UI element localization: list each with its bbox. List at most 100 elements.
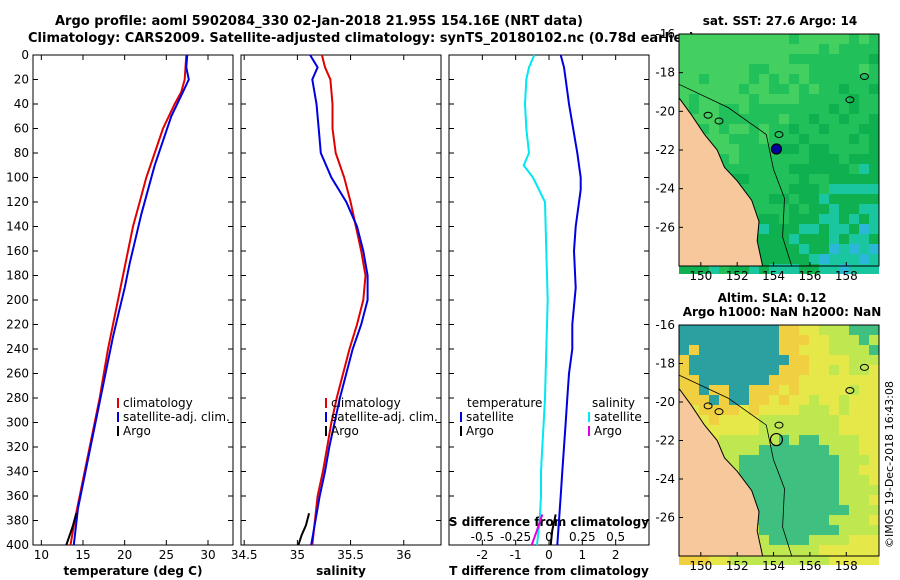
p-sla-cell bbox=[719, 395, 729, 405]
p-sla-cell bbox=[799, 445, 809, 455]
p-sla-cell bbox=[749, 425, 759, 435]
diff-xtick-label: -2 bbox=[476, 548, 488, 562]
p-sst-cell bbox=[799, 194, 809, 204]
p-sla-cell bbox=[799, 545, 809, 555]
p-sst-cell bbox=[689, 64, 699, 74]
p-sla-cell bbox=[759, 335, 769, 345]
p-sst-cell bbox=[829, 64, 839, 74]
p-sst-cell bbox=[729, 54, 739, 64]
p-sla-cell bbox=[729, 335, 739, 345]
p-sst-cell bbox=[859, 134, 869, 144]
p-sla-cell bbox=[789, 355, 799, 365]
depth-tick-label: 140 bbox=[6, 220, 29, 234]
p-sla-cell bbox=[829, 555, 839, 565]
p-sla-cell bbox=[809, 405, 819, 415]
p-sla-cell bbox=[859, 335, 869, 345]
p-sst-cell bbox=[679, 264, 689, 274]
p-sla-cell bbox=[749, 555, 759, 565]
p-sst-xtick-label: 152 bbox=[726, 269, 749, 283]
p-sla-cell bbox=[849, 545, 859, 555]
p-sst-cell bbox=[839, 264, 849, 274]
p-sla-cell bbox=[819, 465, 829, 475]
p-sla-cell bbox=[809, 335, 819, 345]
p-sla-cell bbox=[709, 415, 719, 425]
p-sla-cell bbox=[779, 325, 789, 335]
p-sla-cell bbox=[699, 405, 709, 415]
p-sst-cell bbox=[799, 34, 809, 44]
p-sla-cell bbox=[689, 335, 699, 345]
p-sla-cell bbox=[769, 525, 779, 535]
p-sla-cell bbox=[759, 355, 769, 365]
p-sla-cell bbox=[739, 425, 749, 435]
p-sst-cell bbox=[809, 164, 819, 174]
p-sla-cell bbox=[779, 355, 789, 365]
p-sst-cell bbox=[809, 74, 819, 84]
p-sst-cell bbox=[819, 224, 829, 234]
p-sal-series-climatology bbox=[311, 54, 367, 546]
p-sla-cell bbox=[859, 415, 869, 425]
p-sla-cell bbox=[859, 375, 869, 385]
p-sla-cell bbox=[729, 555, 739, 565]
p-sla-cell bbox=[849, 535, 859, 545]
p-sla-cell bbox=[769, 465, 779, 475]
p-sst-cell bbox=[719, 54, 729, 64]
p-sla-cell bbox=[799, 455, 809, 465]
p-sla-cell bbox=[799, 475, 809, 485]
p-sst-cell bbox=[849, 164, 859, 174]
p-sst-cell bbox=[789, 254, 799, 264]
p-sla-cell bbox=[809, 465, 819, 475]
p-sla-cell bbox=[759, 515, 769, 525]
p-sst-cell bbox=[739, 124, 749, 134]
p-sst-cell bbox=[749, 194, 759, 204]
p-sst-cell bbox=[859, 104, 869, 114]
p-sla-cell bbox=[849, 445, 859, 455]
p-sst-cell bbox=[829, 164, 839, 174]
p-sla-cell bbox=[739, 345, 749, 355]
p-sst-cell bbox=[869, 64, 879, 74]
p-sla-cell bbox=[799, 485, 809, 495]
p-sla-cell bbox=[819, 515, 829, 525]
p-sla-cell bbox=[769, 445, 779, 455]
p-sla-cell bbox=[779, 365, 789, 375]
p-sla-cell bbox=[779, 465, 789, 475]
p-temp-xtick-label: 30 bbox=[200, 548, 215, 562]
p-sla-cell bbox=[719, 355, 729, 365]
p-sst-cell bbox=[749, 134, 759, 144]
p-sst-cell bbox=[789, 184, 799, 194]
p-sla-cell bbox=[829, 495, 839, 505]
p-sla-cell bbox=[749, 365, 759, 375]
p-sst-cell bbox=[869, 94, 879, 104]
p-sst-isobath bbox=[678, 83, 793, 267]
p-sst-cell bbox=[809, 204, 819, 214]
p-sst-cell bbox=[699, 84, 709, 94]
p-sst-cell bbox=[759, 54, 769, 64]
p-sst-cell bbox=[839, 244, 849, 254]
p-sst-cell bbox=[809, 184, 819, 194]
p-sla-cell bbox=[769, 555, 779, 565]
p-sst-cell bbox=[769, 134, 779, 144]
p-sst-cell bbox=[789, 174, 799, 184]
depth-tick-label: 380 bbox=[6, 514, 29, 528]
p-sst-cell bbox=[849, 144, 859, 154]
p-sla-cell bbox=[739, 455, 749, 465]
p-sst-cell bbox=[769, 124, 779, 134]
p-sst-cell bbox=[759, 264, 769, 274]
p-sst-cell bbox=[759, 234, 769, 244]
p-sla-cell bbox=[679, 355, 689, 365]
p-sla-cell bbox=[819, 415, 829, 425]
p-sst-cell bbox=[819, 44, 829, 54]
p-sst-cell bbox=[809, 124, 819, 134]
p-sla-cell bbox=[769, 505, 779, 515]
p-sla-cell bbox=[719, 555, 729, 565]
p-sst-cell bbox=[809, 154, 819, 164]
p-sla-cell bbox=[739, 415, 749, 425]
p-sla-cell bbox=[819, 405, 829, 415]
p-sla-cell bbox=[769, 425, 779, 435]
p-sla-cell bbox=[819, 425, 829, 435]
p-sla-cell bbox=[679, 365, 689, 375]
p-sst-cell bbox=[759, 174, 769, 184]
p-sst-cell bbox=[799, 164, 809, 174]
depth-tick-label: 80 bbox=[14, 146, 29, 160]
p-sla-cell bbox=[869, 385, 879, 395]
p-sla-cell bbox=[869, 375, 879, 385]
